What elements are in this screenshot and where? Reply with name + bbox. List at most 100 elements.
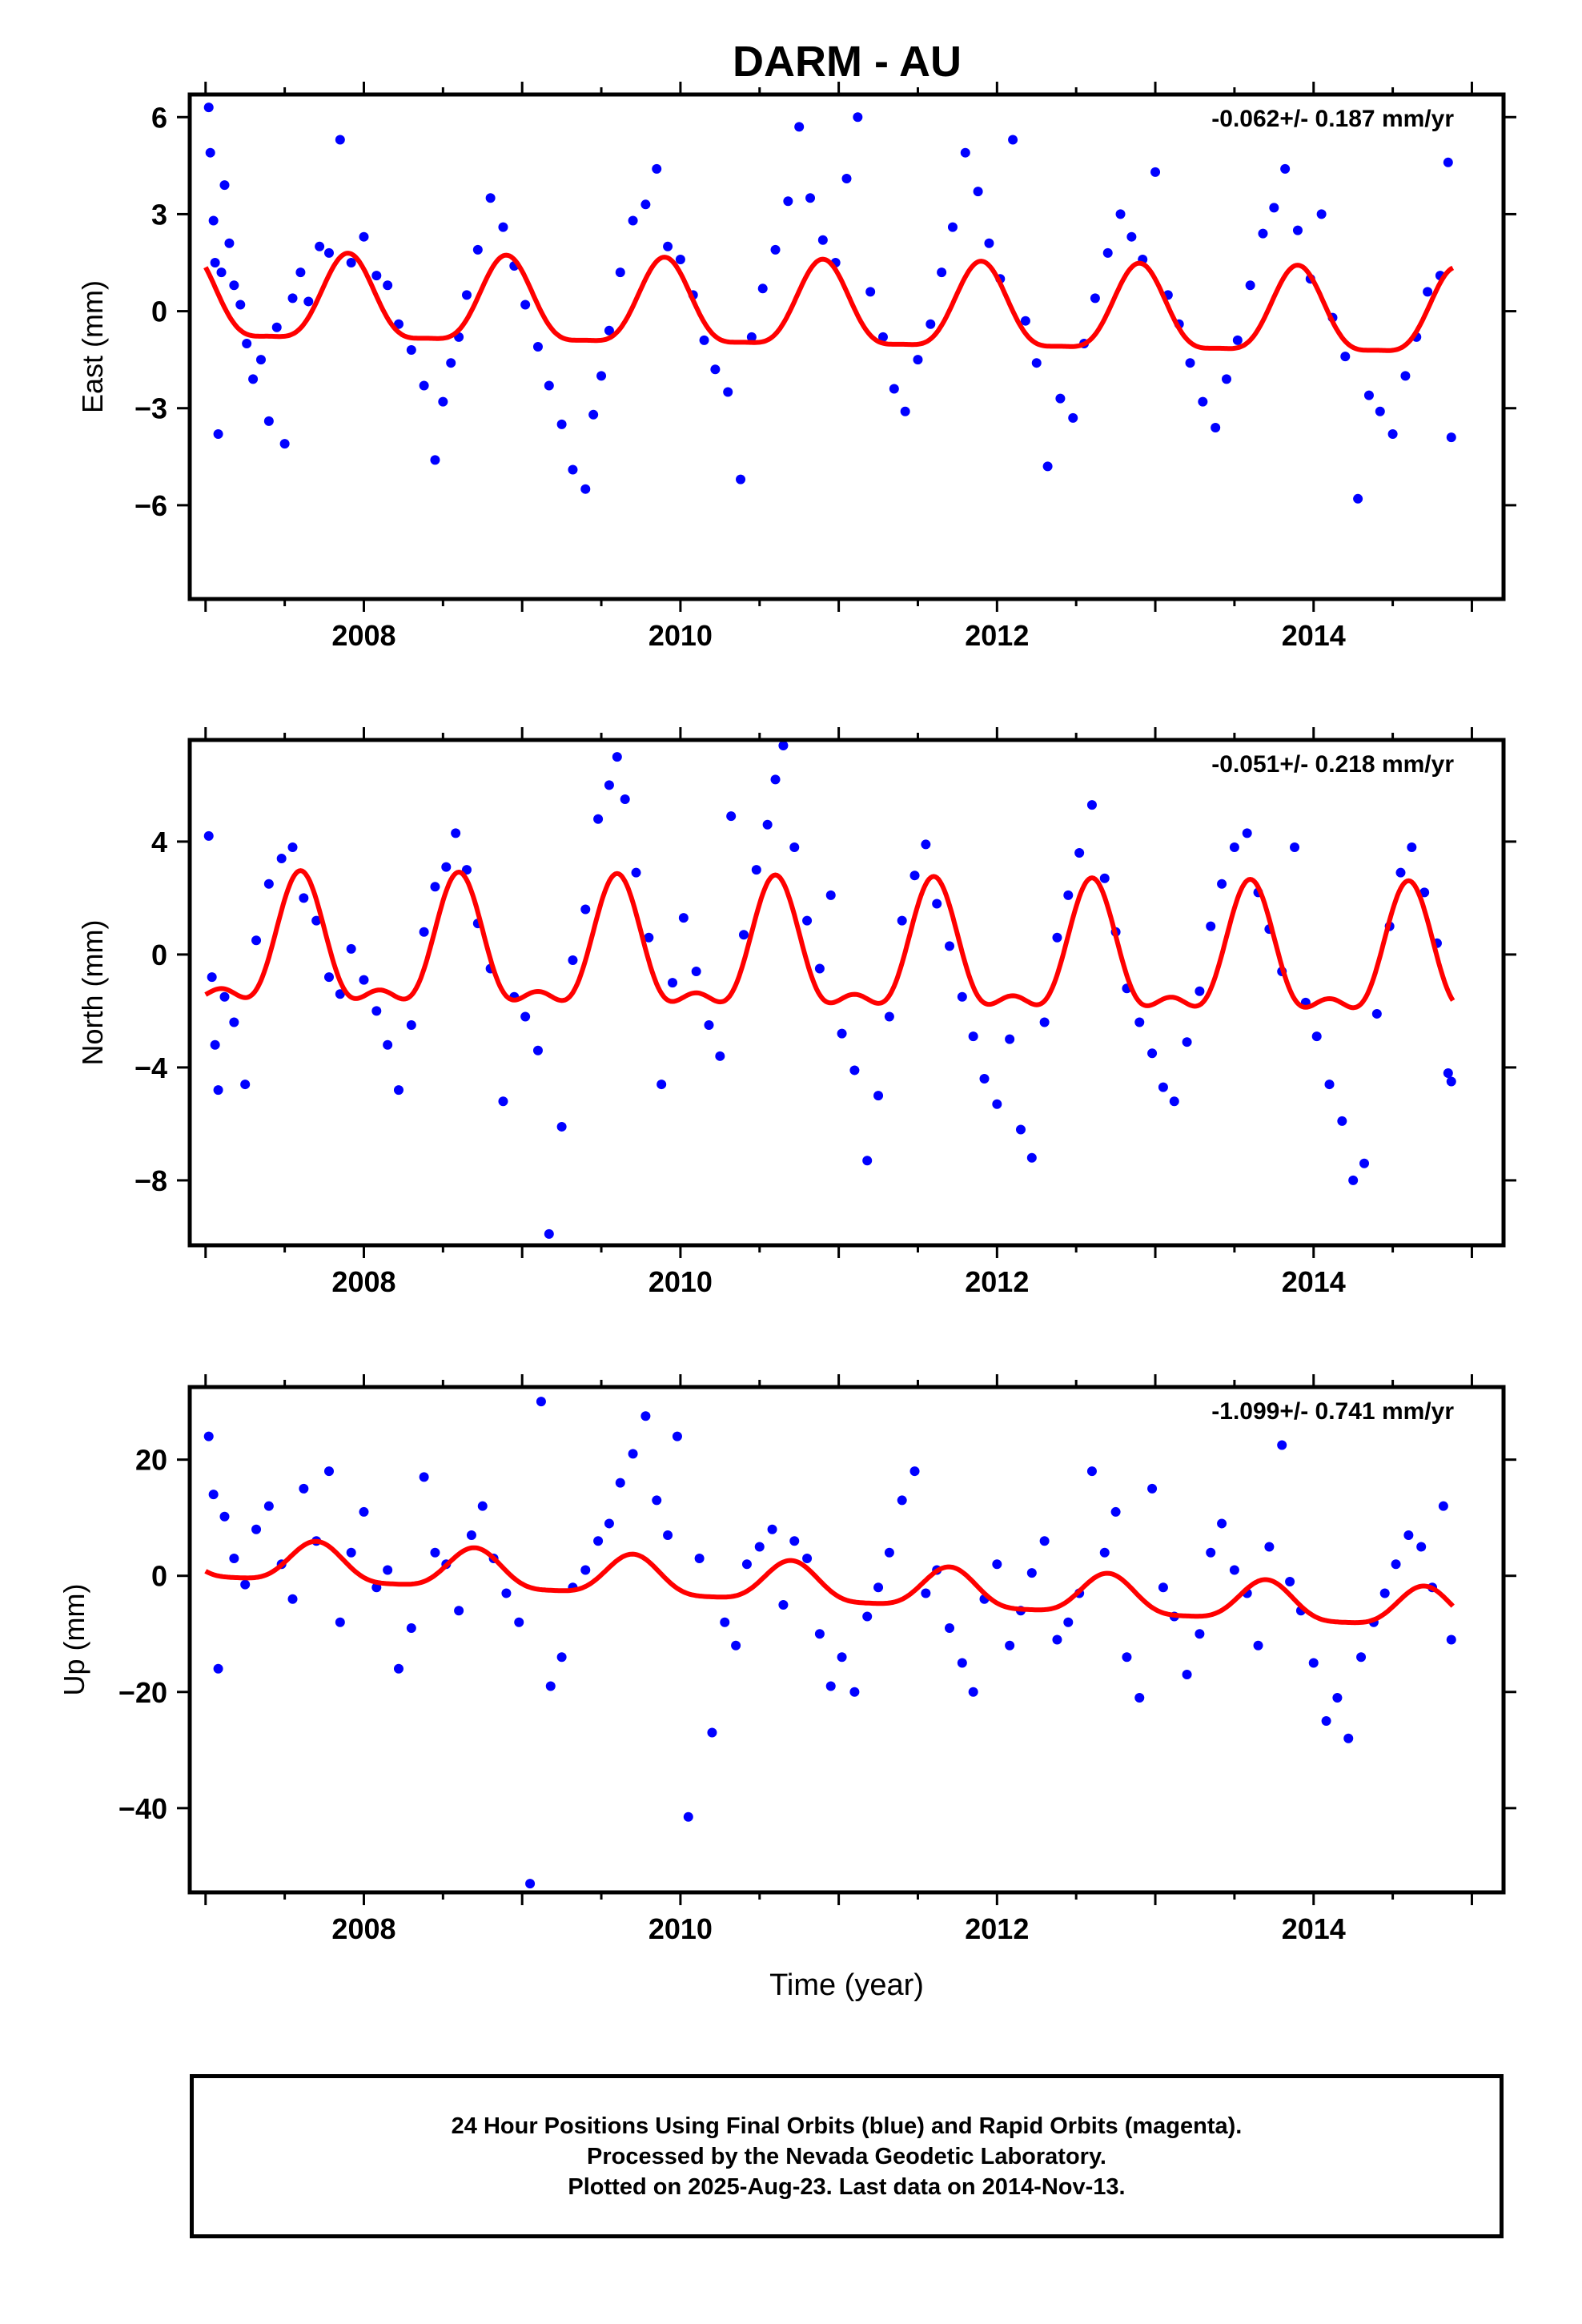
east-data-point <box>287 293 298 304</box>
north-data-point <box>544 1228 554 1239</box>
up-data-point <box>359 1506 369 1517</box>
north-data-point <box>580 904 591 915</box>
north-data-point <box>251 935 262 946</box>
up-data-point <box>240 1579 251 1590</box>
up-data-point <box>652 1495 662 1506</box>
up-data-point <box>1099 1547 1110 1558</box>
up-data-point <box>1356 1652 1367 1663</box>
east-x-tick-label: 2014 <box>1282 619 1346 652</box>
north-data-point <box>770 774 781 785</box>
up-data-point <box>208 1490 219 1500</box>
north-data-point <box>945 941 955 951</box>
north-data-point <box>1324 1080 1335 1090</box>
north-data-point <box>1026 1152 1037 1163</box>
north-data-point <box>691 967 701 977</box>
up-data-point <box>767 1524 777 1534</box>
east-data-point <box>1258 228 1268 239</box>
east-data-point <box>1042 461 1053 472</box>
east-data-point <box>588 409 599 420</box>
up-data-point <box>837 1652 847 1663</box>
up-data-point <box>754 1542 765 1552</box>
north-data-point <box>1169 1096 1179 1107</box>
up-data-point <box>593 1536 604 1546</box>
north-data-point <box>520 1011 531 1022</box>
east-data-point <box>663 241 673 251</box>
up-data-point <box>419 1472 429 1482</box>
up-data-point <box>1206 1547 1216 1558</box>
north-data-point <box>909 870 920 881</box>
east-data-point <box>853 112 863 123</box>
east-data-point <box>1316 209 1327 219</box>
east-data-point <box>757 283 768 294</box>
up-data-point <box>945 1622 955 1633</box>
up-data-point <box>454 1606 464 1616</box>
east-data-point <box>461 290 472 300</box>
up-data-point <box>1052 1634 1062 1645</box>
north-data-point <box>1158 1082 1168 1092</box>
east-data-point <box>323 247 334 258</box>
north-data-point <box>644 932 654 943</box>
north-data-point <box>1086 800 1097 810</box>
up-data-point <box>323 1466 334 1477</box>
east-data-point <box>556 419 567 429</box>
east-x-tick-label: 2012 <box>965 619 1029 652</box>
east-data-point <box>430 455 440 465</box>
north-data-point <box>1337 1116 1347 1126</box>
east-data-point <box>219 180 230 191</box>
north-data-point <box>593 814 604 824</box>
up-data-point <box>393 1663 404 1674</box>
east-data-point <box>596 371 607 381</box>
east-data-point <box>580 484 591 494</box>
up-data-point <box>921 1588 931 1598</box>
up-data-point <box>213 1663 223 1674</box>
up-data-point <box>1217 1518 1227 1529</box>
up-data-point <box>1277 1440 1287 1450</box>
east-data-point <box>770 244 781 255</box>
north-data-point <box>1063 890 1074 900</box>
north-data-point <box>921 839 931 850</box>
east-data-point <box>877 332 888 342</box>
north-data-point <box>726 811 737 822</box>
east-data-point <box>1232 335 1243 345</box>
north-data-point <box>568 955 578 965</box>
north-data-point <box>311 915 322 926</box>
up-x-tick-label: 2010 <box>648 1912 713 1945</box>
up-data-point <box>1438 1501 1448 1511</box>
east-data-point <box>446 358 456 368</box>
north-data-point <box>1359 1158 1370 1168</box>
up-model-curve <box>204 1538 1455 1626</box>
up-x-tick-label: 2014 <box>1282 1912 1346 1945</box>
east-x-tick-label: 2008 <box>331 619 396 652</box>
north-data-point <box>957 991 967 1002</box>
up-data-point <box>789 1536 800 1546</box>
up-data-point <box>219 1511 230 1522</box>
north-data-point <box>451 828 461 838</box>
east-data-point <box>1280 163 1291 174</box>
up-data-point <box>466 1530 476 1540</box>
north-data-point <box>1099 873 1110 883</box>
north-data-point <box>359 975 369 985</box>
up-data-point <box>683 1811 693 1822</box>
east-data-point <box>213 429 223 440</box>
north-data-point <box>213 1085 223 1096</box>
east-data-point <box>255 355 266 365</box>
east-data-point <box>1222 374 1232 384</box>
east-data-point <box>303 296 314 307</box>
north-data-point <box>240 1080 251 1090</box>
north-data-point <box>1419 887 1430 898</box>
north-data-point <box>532 1045 543 1055</box>
north-data-point <box>668 978 678 988</box>
east-data-point <box>1020 316 1030 326</box>
up-data-point <box>430 1547 440 1558</box>
east-data-point <box>498 222 508 232</box>
north-data-point <box>1206 921 1216 931</box>
north-data-point <box>323 972 334 983</box>
up-data-point <box>1308 1658 1319 1668</box>
up-x-tick-label: 2008 <box>331 1912 396 1945</box>
east-plot-frame <box>187 92 1506 601</box>
up-data-point <box>1229 1565 1239 1575</box>
north-data-point <box>612 752 622 762</box>
east-data-point <box>1443 157 1453 167</box>
north-data-point <box>207 972 217 983</box>
east-data-point <box>947 222 958 232</box>
